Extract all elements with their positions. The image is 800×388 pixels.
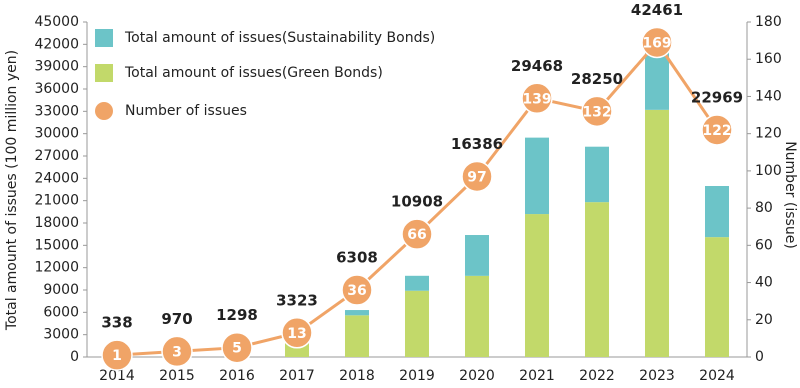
marker (641, 26, 673, 59)
bar (405, 275, 429, 291)
y-tick-label: 9000 (43, 282, 79, 298)
y-axis-title: Total amount of issues (100 million yen) (4, 50, 20, 331)
y2-tick-label: 60 (755, 237, 773, 253)
y-tick-label: 18000 (34, 215, 79, 231)
bar (465, 235, 489, 276)
marker (101, 339, 133, 371)
bar (585, 146, 609, 203)
y-tick-label: 6000 (43, 304, 79, 320)
marker (701, 114, 733, 146)
y2-tick-label: 40 (755, 275, 773, 291)
marker-label: 36 (347, 283, 366, 299)
x-tick-label: 2016 (219, 368, 255, 384)
total-label: 16386 (451, 135, 503, 153)
marker (281, 317, 313, 349)
marker-label: 3 (172, 344, 182, 360)
legend-swatch (95, 29, 113, 47)
bar (705, 237, 729, 357)
legend-label: Total amount of issues(Green Bonds) (124, 65, 383, 81)
marker-label: 13 (287, 326, 306, 342)
y-tick-label: 39000 (34, 59, 79, 75)
y-tick-label: 3000 (43, 327, 79, 343)
total-label: 10908 (391, 193, 443, 211)
y-tick-label: 12000 (34, 260, 79, 276)
y-tick-label: 45000 (34, 14, 79, 30)
y-tick-label: 36000 (34, 81, 79, 97)
bar (705, 186, 729, 238)
marker-label: 122 (702, 123, 731, 139)
x-tick-label: 2023 (639, 368, 675, 384)
legend-label: Total amount of issues(Sustainability Bo… (124, 30, 435, 46)
marker-label: 66 (407, 227, 426, 243)
y2-tick-label: 120 (755, 126, 782, 142)
y2-tick-label: 0 (755, 349, 764, 365)
marker (581, 95, 613, 128)
legend-swatch (95, 64, 113, 82)
y-tick-label: 24000 (34, 170, 79, 186)
y2-tick-label: 160 (755, 51, 782, 67)
marker-label: 97 (467, 169, 486, 185)
total-label: 22969 (691, 88, 743, 106)
x-tick-label: 2022 (579, 368, 615, 384)
bar (645, 109, 669, 357)
y-tick-label: 33000 (34, 103, 79, 119)
bar (585, 202, 609, 357)
x-tick-label: 2024 (699, 368, 735, 384)
marker (521, 82, 553, 115)
marker-label: 132 (582, 104, 611, 120)
legend-swatch (95, 102, 113, 120)
y2-tick-label: 80 (755, 200, 773, 216)
legend-label: Number of issues (125, 103, 247, 119)
y-tick-label: 42000 (34, 36, 79, 52)
y2-tick-label: 140 (755, 88, 782, 104)
marker-label: 139 (522, 91, 551, 107)
y2-tick-label: 20 (755, 312, 773, 328)
bar (525, 214, 549, 357)
total-label: 1298 (216, 306, 258, 324)
marker-label: 169 (642, 35, 671, 51)
bar (465, 275, 489, 357)
total-label: 970 (161, 310, 192, 328)
bar (345, 315, 369, 357)
marker (341, 274, 373, 306)
x-tick-label: 2018 (339, 368, 375, 384)
marker (461, 160, 493, 193)
total-label: 28250 (571, 70, 623, 88)
marker (401, 218, 433, 250)
x-tick-label: 2017 (279, 368, 315, 384)
total-label: 42461 (631, 1, 683, 19)
x-tick-label: 2020 (459, 368, 495, 384)
x-tick-label: 2019 (399, 368, 435, 384)
y-tick-label: 30000 (34, 126, 79, 142)
y-tick-label: 0 (70, 349, 79, 365)
y2-axis-title: Number (issue) (782, 141, 798, 249)
marker (161, 335, 193, 368)
bar (525, 137, 549, 215)
y-tick-label: 27000 (34, 148, 79, 164)
total-label: 6308 (336, 249, 378, 267)
total-label: 29468 (511, 57, 563, 75)
x-tick-label: 2015 (159, 368, 195, 384)
marker-label: 1 (112, 348, 122, 364)
bar (405, 290, 429, 357)
total-label: 3323 (276, 291, 318, 309)
marker (221, 331, 253, 364)
y2-tick-label: 100 (755, 163, 782, 179)
bar (345, 310, 369, 316)
y2-tick-label: 180 (755, 14, 782, 30)
marker-label: 5 (232, 341, 242, 357)
x-tick-label: 2014 (99, 368, 135, 384)
total-label: 338 (101, 314, 132, 332)
y-tick-label: 21000 (34, 193, 79, 209)
x-tick-label: 2021 (519, 368, 555, 384)
y-tick-label: 15000 (34, 237, 79, 253)
